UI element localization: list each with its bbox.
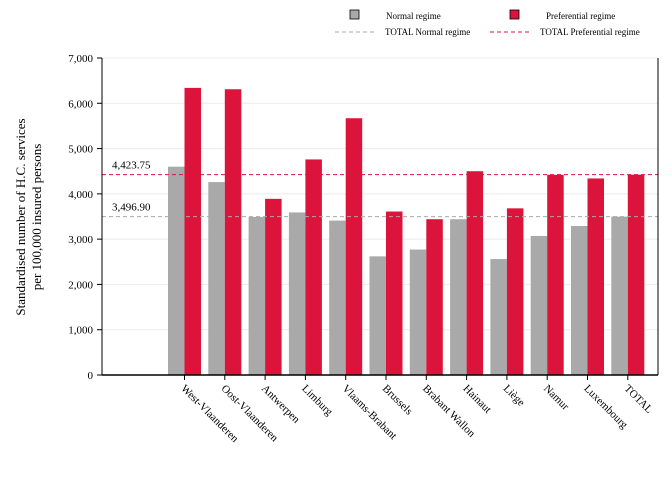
bar-preferential [265,198,282,375]
bar-preferential [305,159,322,375]
legend-total-normal: TOTAL Normal regime [335,27,470,37]
bar-normal [329,220,346,375]
x-tick-label: Limburg [299,383,335,419]
bar-preferential [345,118,363,375]
legend-total-preferential: TOTAL Preferential regime [490,27,640,37]
bar-preferential [224,89,242,376]
bar-normal [369,256,386,375]
y-tick-label: 3,000 [68,234,93,246]
bar-preferential [184,87,201,375]
bar-preferential [386,211,403,375]
bar-normal [571,226,588,375]
legend: Normal regime Preferential regime TOTAL No… [335,9,640,37]
legend-preferential: Preferential regime [509,9,615,21]
legend-label: TOTAL Preferential regime [540,27,640,37]
y-tick-label: 6,000 [68,98,93,110]
bar-preferential [587,178,604,375]
legend-label: Preferential regime [546,11,615,21]
y-tick-label: 2,000 [68,279,93,291]
y-tick-label: 1,000 [68,325,93,337]
legend-label: TOTAL Normal regime [385,27,470,37]
reference-label: 3,496.90 [112,202,151,214]
bar-normal [450,219,467,375]
y-tick-label: 4,000 [68,189,93,201]
bar-normal [611,216,628,375]
y-axis-title: Standardised number of H.C. servicesper … [13,118,44,315]
y-tick-label: 7,000 [68,53,93,65]
x-tick-label: Brussels [380,383,415,418]
legend-label: Normal regime [386,11,441,21]
bar-preferential [466,171,484,375]
legend-swatch [509,9,520,20]
y-axis-title-line: per 100,000 insured persons [29,144,44,291]
x-tick-label: Hainaut [460,383,493,416]
legend-swatch [349,9,360,20]
bar-normal [168,166,185,375]
bar-preferential [627,174,645,375]
reference-label: 4,423.75 [112,160,151,172]
x-tick-label: Antwerpen [259,383,302,426]
bar-preferential [506,208,524,375]
bar-preferential [547,174,564,375]
reference-lines: 3,496.90 4,423.75 [102,160,658,218]
y-axis-title-line: Standardised number of H.C. services [13,118,28,315]
bar-normal [530,235,548,375]
bar-normal [248,216,266,375]
bar-normal [288,212,306,375]
x-tick-label: TOTAL [622,383,655,416]
bar-normal [208,182,225,375]
bar-normal [409,249,427,375]
y-tick-label: 0 [88,370,94,382]
bar-preferential [426,219,443,375]
x-tick-label: Namur [541,383,571,413]
legend-normal: Normal regime [349,9,441,21]
x-tick-label: Liège [501,383,527,409]
bar-normal [490,259,507,375]
y-tick-label: 5,000 [68,144,93,156]
bars [168,87,645,376]
